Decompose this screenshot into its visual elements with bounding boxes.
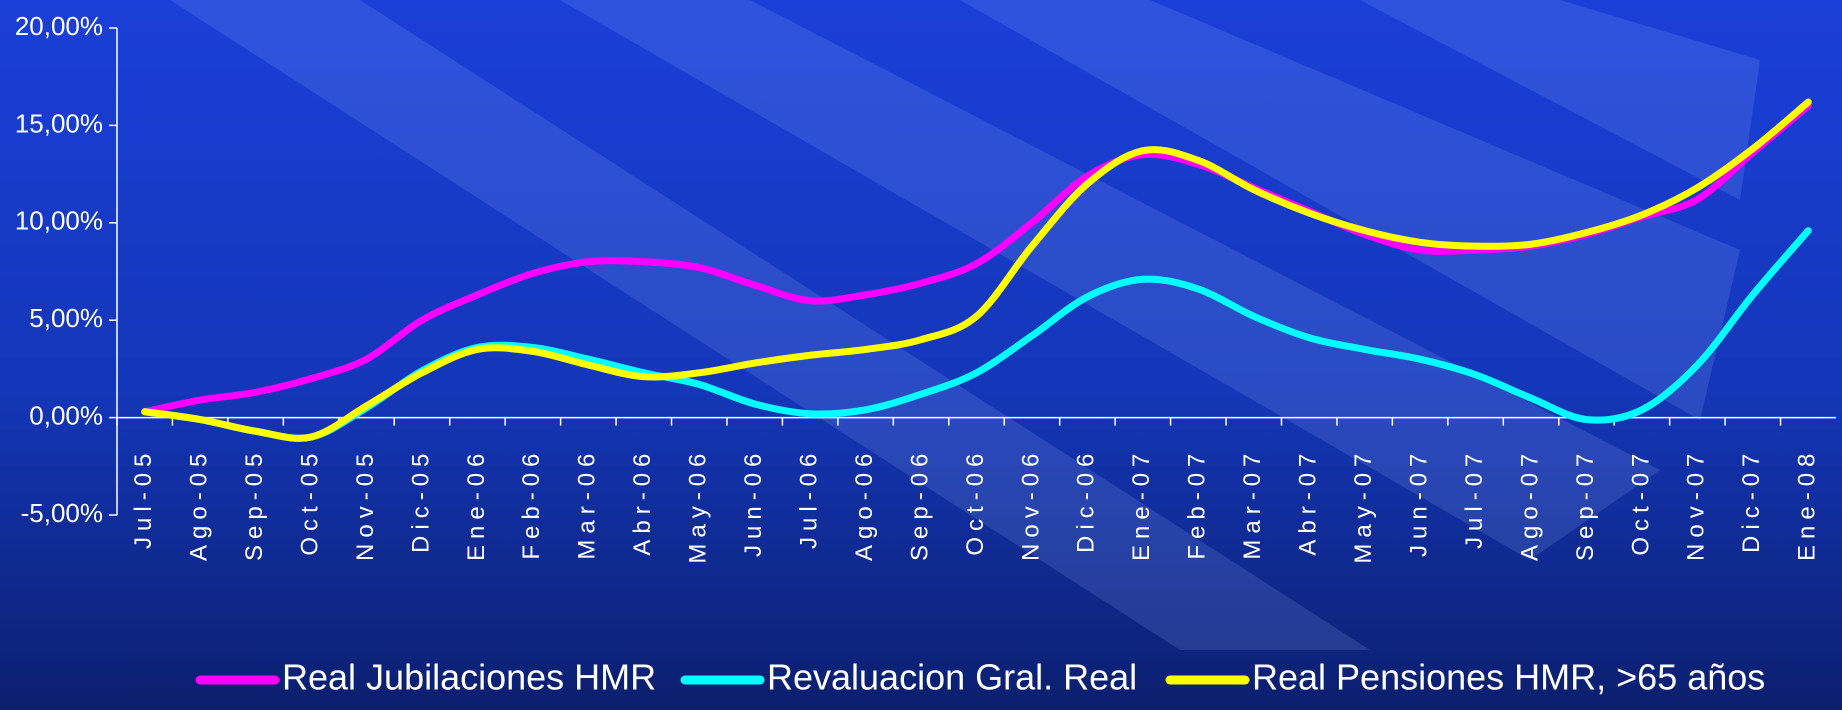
x-tick-label: Jul-05 (130, 448, 157, 549)
y-tick-label: 10,00% (15, 206, 103, 236)
y-tick-label: 0,00% (29, 400, 103, 430)
x-tick-label: Sep-05 (241, 448, 268, 561)
series-line (141, 98, 1812, 442)
x-tick-label: May-07 (1350, 448, 1377, 564)
x-tick-label: Mar-07 (1239, 448, 1266, 560)
x-tick-label: Oct-05 (296, 448, 323, 556)
legend-label: Real Jubilaciones HMR (282, 657, 656, 698)
x-tick-label: Jun-07 (1405, 448, 1432, 557)
x-tick-label: Abr-06 (629, 448, 656, 556)
legend-label: Real Pensiones HMR, >65 años (1252, 657, 1765, 698)
x-tick-label: Oct-06 (962, 448, 989, 556)
x-tick-label: Sep-07 (1572, 448, 1599, 561)
x-tick-label: Oct-07 (1627, 448, 1654, 556)
background-stripes (170, 0, 1760, 650)
x-tick-label: Feb-07 (1184, 448, 1211, 560)
legend-label: Revaluacion Gral. Real (767, 657, 1137, 698)
x-tick-label: Ago-06 (851, 448, 878, 561)
x-tick-label: Dic-06 (1073, 448, 1100, 553)
x-tick-label: Nov-06 (1017, 448, 1044, 561)
x-tick-label: Nov-05 (352, 448, 379, 561)
x-tick-label: Jun-06 (740, 448, 767, 557)
x-tick-label: Abr-07 (1295, 448, 1322, 556)
x-tick-label: Jul-07 (1461, 448, 1488, 549)
y-tick-label: 15,00% (15, 108, 103, 138)
y-tick-label: -5,00% (21, 498, 103, 528)
x-tick-label: Ago-05 (186, 448, 213, 561)
x-tick-label: Feb-06 (518, 448, 545, 560)
x-tick-label: Ene-06 (463, 448, 490, 561)
x-tick-label: Ago-07 (1516, 448, 1543, 561)
x-tick-label: May-06 (685, 448, 712, 564)
x-tick-label: Ene-08 (1794, 448, 1821, 561)
plot-area: -5,00% 0,00% 5,00% 10,00% 15,00% 20,00% Jul-05… (15, 11, 1836, 564)
x-tick-label: Sep-06 (906, 448, 933, 561)
y-tick-label: 20,00% (15, 11, 103, 41)
x-tick-label: Jul-06 (795, 448, 822, 549)
x-tick-label: Nov-07 (1683, 448, 1710, 561)
y-tick-label: 5,00% (29, 303, 103, 333)
x-tick-label: Dic-05 (407, 448, 434, 553)
legend: Real Jubilaciones HMR Revaluacion Gral. R… (195, 657, 1765, 698)
x-tick-label: Dic-07 (1738, 448, 1765, 553)
x-tick-label: Ene-07 (1128, 448, 1155, 561)
x-tick-label: Mar-06 (574, 448, 601, 560)
